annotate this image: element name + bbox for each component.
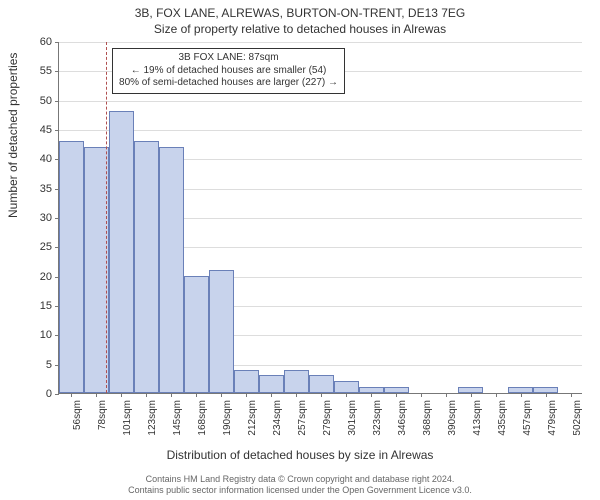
grid-line [59,130,582,131]
ytick-label: 45 [0,124,52,136]
footer-line-1: Contains HM Land Registry data © Crown c… [0,474,600,485]
xtick-label: 368sqm [422,400,433,446]
ytick-label: 25 [0,241,52,253]
xtick-mark [321,393,322,397]
xtick-mark [71,393,72,397]
ytick-label: 50 [0,95,52,107]
ytick-label: 30 [0,212,52,224]
xtick-mark [421,393,422,397]
ytick-label: 40 [0,153,52,165]
xtick-label: 212sqm [247,400,258,446]
xtick-label: 78sqm [97,400,108,446]
ytick-mark [55,394,59,395]
ytick-mark [55,42,59,43]
xtick-label: 323sqm [372,400,383,446]
ytick-mark [55,130,59,131]
xtick-mark [396,393,397,397]
annotation-line-2: ← 19% of detached houses are smaller (54… [119,65,338,78]
title-line-2: Size of property relative to detached ho… [0,20,600,36]
ytick-label: 10 [0,329,52,341]
xtick-mark [271,393,272,397]
xtick-mark [196,393,197,397]
xtick-mark [496,393,497,397]
xtick-label: 234sqm [272,400,283,446]
xtick-mark [346,393,347,397]
histogram-bar [209,270,234,393]
histogram-bar [109,111,134,393]
annotation-line-3: 80% of semi-detached houses are larger (… [119,77,338,90]
ytick-mark [55,101,59,102]
title-line-1: 3B, FOX LANE, ALREWAS, BURTON-ON-TRENT, … [0,0,600,20]
xtick-label: 190sqm [222,400,233,446]
xtick-label: 346sqm [397,400,408,446]
xtick-label: 502sqm [572,400,583,446]
xtick-mark [96,393,97,397]
xtick-label: 390sqm [447,400,458,446]
xtick-mark [121,393,122,397]
xtick-mark [546,393,547,397]
histogram-bar [134,141,159,393]
xtick-label: 301sqm [347,400,358,446]
histogram-bar [59,141,84,393]
xtick-label: 479sqm [547,400,558,446]
ytick-label: 5 [0,359,52,371]
annotation-line-1: 3B FOX LANE: 87sqm [119,52,338,65]
histogram-bar [259,375,284,393]
ytick-label: 35 [0,183,52,195]
grid-line [59,101,582,102]
xtick-label: 257sqm [297,400,308,446]
plot-area: 3B FOX LANE: 87sqm← 19% of detached hous… [58,42,582,394]
ytick-label: 15 [0,300,52,312]
ytick-label: 0 [0,388,52,400]
histogram-bar [284,370,309,393]
xtick-mark [146,393,147,397]
xtick-label: 413sqm [472,400,483,446]
xtick-label: 435sqm [497,400,508,446]
grid-line [59,42,582,43]
subject-marker-line [106,42,107,393]
xtick-mark [296,393,297,397]
ytick-label: 20 [0,271,52,283]
xtick-mark [571,393,572,397]
histogram-bar [184,276,209,393]
ytick-label: 60 [0,36,52,48]
xtick-label: 123sqm [147,400,158,446]
xtick-mark [471,393,472,397]
xtick-mark [521,393,522,397]
xtick-mark [171,393,172,397]
footer-line-2: Contains public sector information licen… [0,485,600,496]
xtick-mark [371,393,372,397]
histogram-bar [334,381,359,393]
ytick-label: 55 [0,65,52,77]
ytick-mark [55,71,59,72]
xtick-label: 56sqm [72,400,83,446]
chart-container: 3B, FOX LANE, ALREWAS, BURTON-ON-TRENT, … [0,0,600,500]
histogram-bar [159,147,184,393]
histogram-bar [309,375,334,393]
xtick-label: 457sqm [522,400,533,446]
xtick-label: 279sqm [322,400,333,446]
xtick-mark [221,393,222,397]
histogram-bar [234,370,259,393]
xtick-label: 168sqm [197,400,208,446]
xtick-mark [446,393,447,397]
xtick-mark [246,393,247,397]
xtick-label: 101sqm [122,400,133,446]
footer: Contains HM Land Registry data © Crown c… [0,474,600,496]
x-axis-label: Distribution of detached houses by size … [0,448,600,462]
xtick-label: 145sqm [172,400,183,446]
annotation-box: 3B FOX LANE: 87sqm← 19% of detached hous… [112,48,345,94]
